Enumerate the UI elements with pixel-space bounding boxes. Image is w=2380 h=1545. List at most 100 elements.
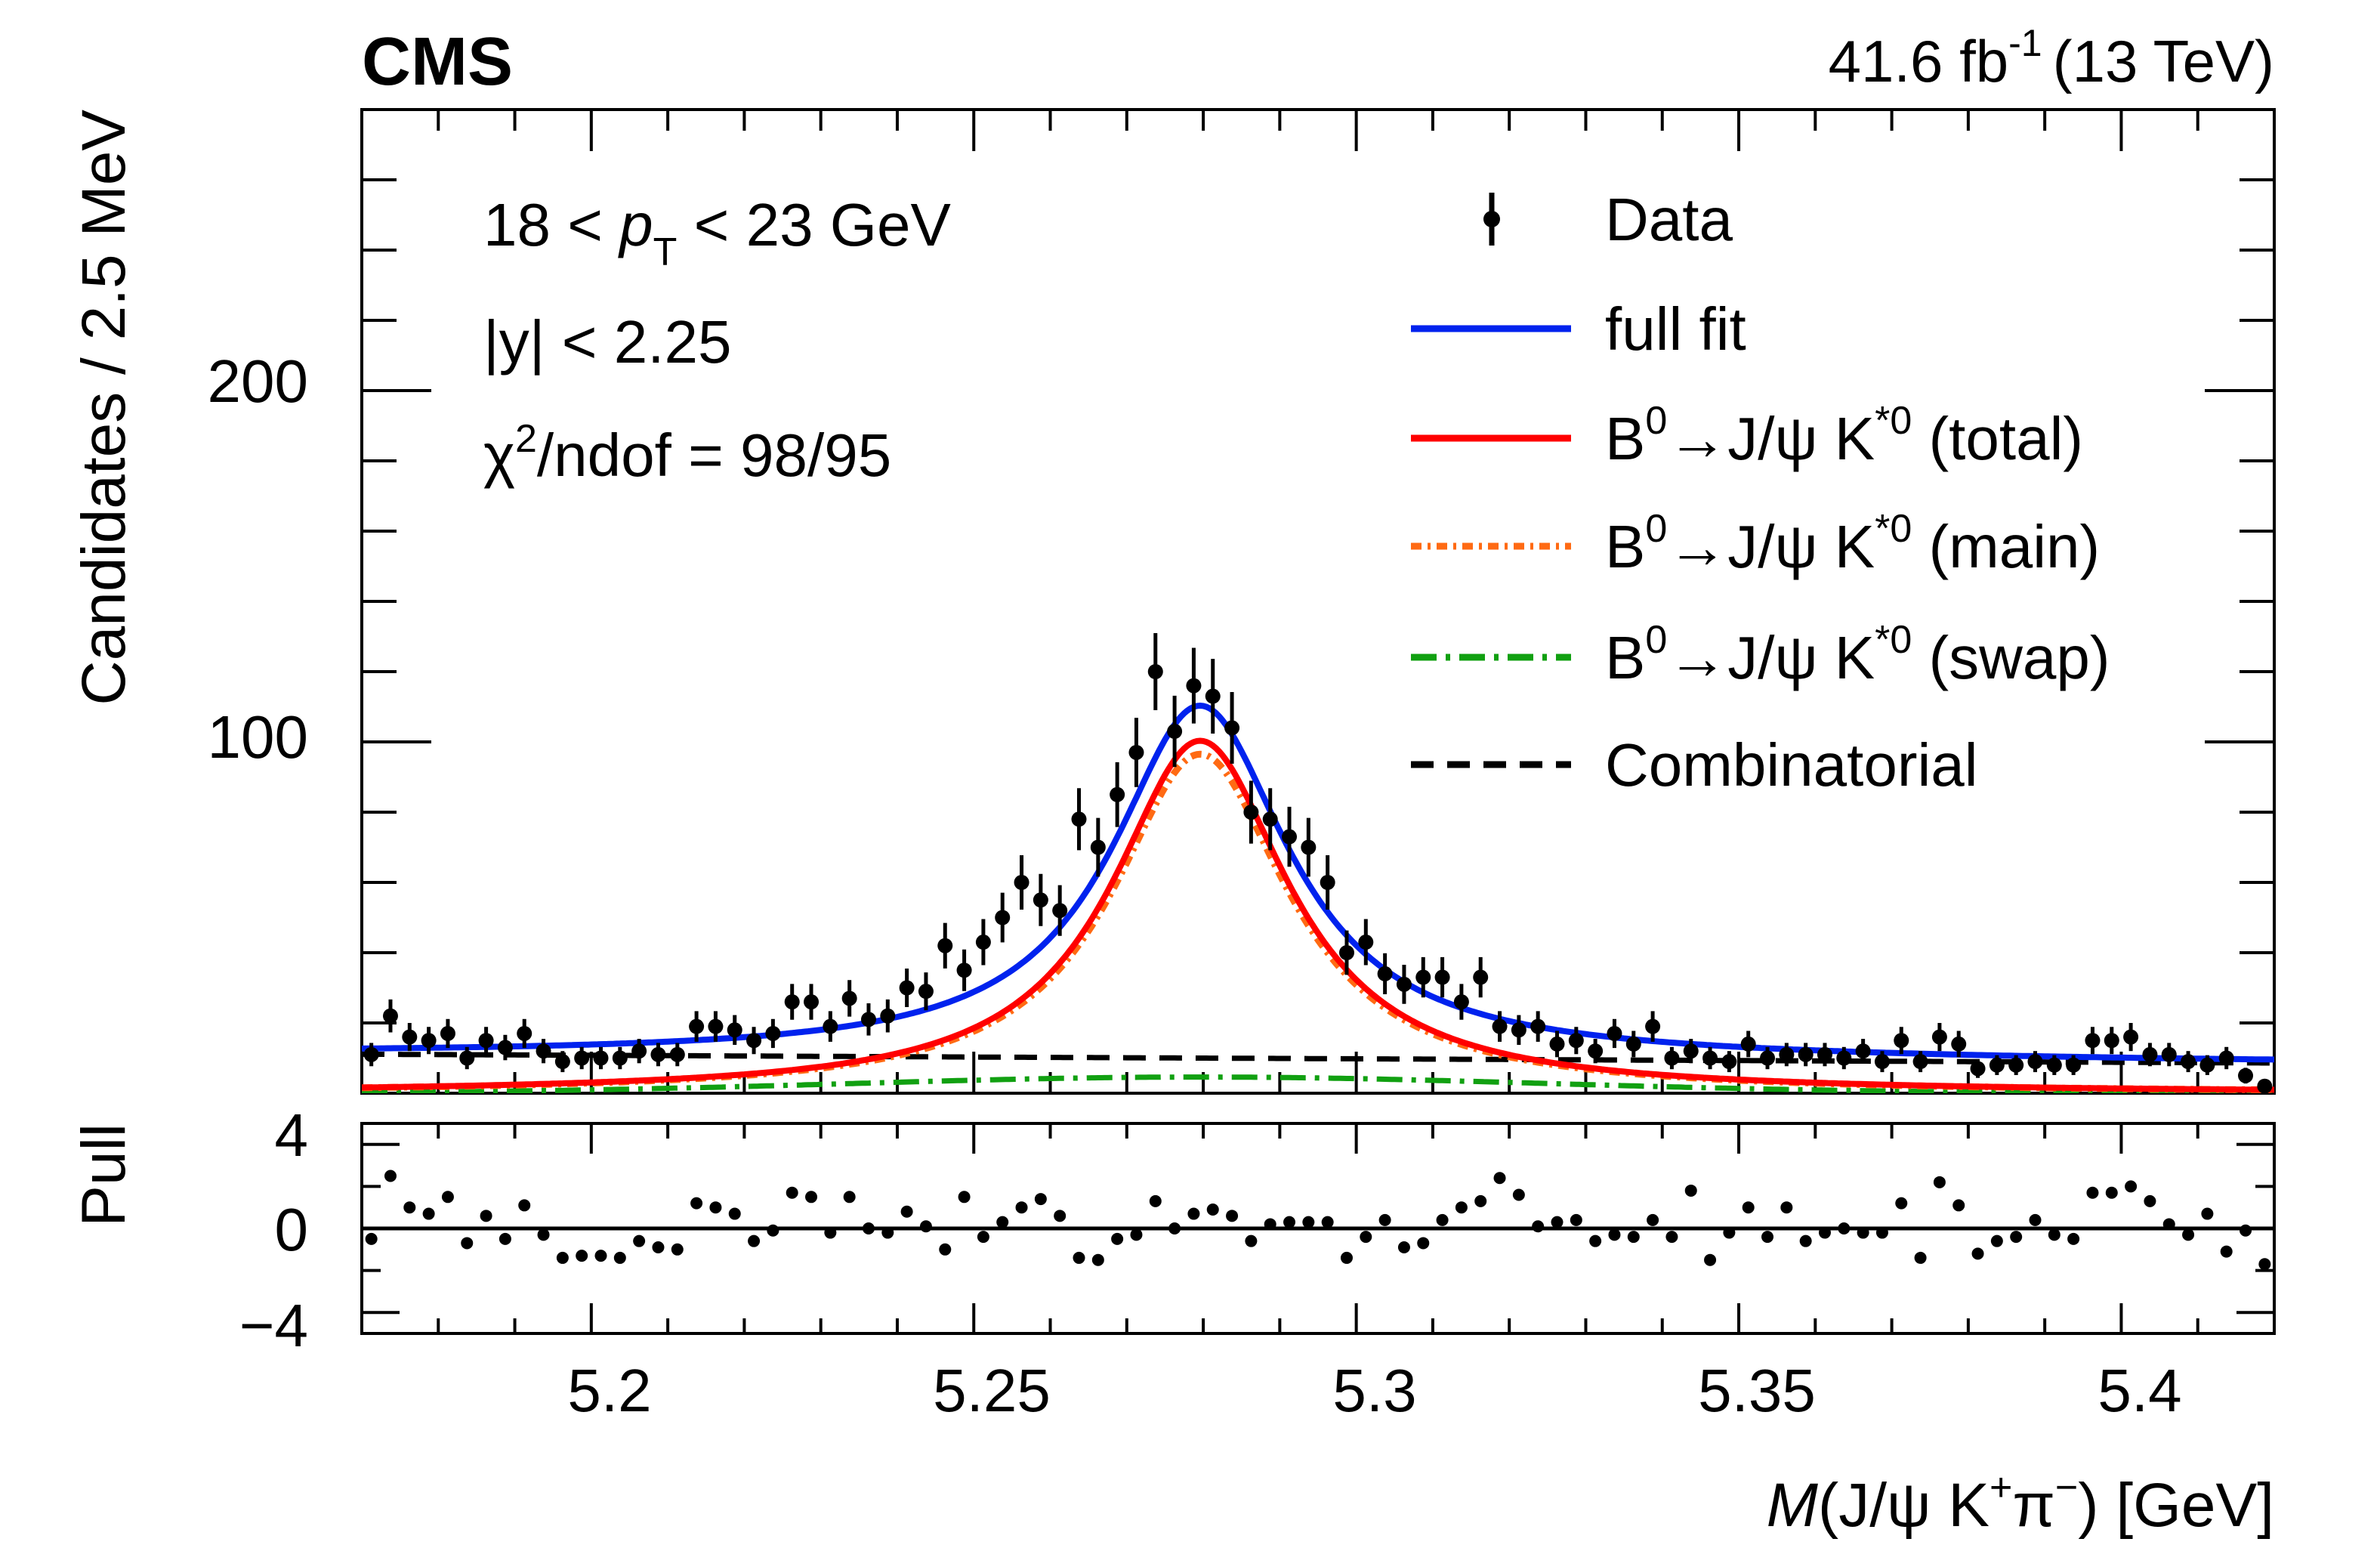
data-point [1473,969,1489,985]
pull-point [748,1234,761,1247]
pull-point [671,1243,684,1256]
data-point [1301,839,1317,855]
data-point [2008,1057,2024,1073]
pull-point [1436,1213,1449,1226]
y-axis-title: Candidates / 2.5 MeV [69,110,138,706]
data-point [689,1018,705,1034]
data-point [1110,786,1125,802]
data-point [1588,1043,1604,1059]
pull-point [652,1241,665,1254]
pull-point [1034,1193,1047,1206]
pull-point [2162,1218,2175,1231]
data-point [708,1018,724,1034]
data-point [2123,1029,2139,1045]
data-point [2161,1046,2177,1062]
data-point [1931,1029,1947,1045]
data-point [2181,1054,2196,1070]
data-point [1186,678,1202,694]
pull-point [2201,1207,2214,1220]
data-point [574,1050,590,1066]
pull-point [1226,1210,1239,1222]
data-point [1377,966,1393,981]
data-point [937,938,953,953]
pull-point [1245,1234,1258,1247]
x-tick-labels: 5.2 5.25 5.3 5.35 5.4 [567,1357,2181,1424]
pull-point [1340,1251,1353,1264]
lumi-label: 41.6 fb-1 (13 TeV) [1829,22,2274,94]
pull-point [1264,1218,1276,1231]
pull-point [1895,1197,1908,1210]
data-point [536,1043,551,1059]
chi2-label: χ2/ndof = 98/95 [483,417,891,489]
pull-point [1168,1222,1181,1234]
data-point [382,1008,398,1024]
pull-point [824,1226,837,1239]
data-point [995,910,1011,925]
pull-point [1455,1201,1468,1214]
data-point [497,1040,513,1055]
pull-point [1914,1251,1927,1264]
data-point [1320,875,1335,890]
pull-point [1952,1199,1965,1212]
data-point [841,990,857,1006]
pull-point [2010,1231,2023,1244]
pull-point [709,1201,722,1214]
data-point [1951,1036,1967,1052]
x-tick-label: 5.4 [2098,1357,2181,1424]
pull-point [1149,1194,1162,1207]
data-point [1014,875,1029,890]
experiment-label: CMS [362,24,513,100]
data-point [554,1054,570,1070]
pull-point [1684,1184,1697,1197]
legend-data-marker [1483,193,1500,246]
x-tick-label: 5.25 [933,1357,1051,1424]
data-point [1052,903,1068,919]
data-point [1625,1036,1641,1052]
data-point [975,935,991,950]
legend-label-combinatorial: Combinatorial [1605,731,1978,799]
pull-point [594,1250,607,1262]
data-point [1874,1054,1890,1070]
data-point [2085,1033,2101,1049]
legend-label-swap: B0→J/ψ K*0 (swap) [1605,618,2110,691]
pull-point [1378,1213,1391,1226]
pull-point [461,1237,474,1250]
pull-point [1474,1194,1487,1207]
pull-point [518,1199,531,1212]
data-point [1147,664,1163,679]
data-point [727,1022,742,1038]
pull-point [1512,1188,1525,1201]
pull-point [919,1220,932,1233]
data-point [1721,1054,1737,1070]
data-point [402,1029,418,1045]
pull-point [1321,1216,1334,1228]
pull-point [1761,1231,1774,1244]
data-point [2199,1057,2215,1073]
pull-point [881,1226,894,1239]
pull-point [1015,1201,1028,1214]
legend-label-total: B0→J/ψ K*0 (total) [1605,399,2083,472]
pull-point [2240,1224,2252,1237]
data-point [1779,1046,1795,1062]
legend-label-full-fit: full fit [1605,295,1746,363]
data-point [1530,1018,1546,1034]
pull-point [1589,1234,1602,1247]
pull-point [1302,1216,1315,1228]
data-point [1205,688,1221,704]
pull-point [1073,1251,1085,1264]
pull-point [1091,1253,1104,1266]
data-point [669,1046,685,1062]
pull-point [728,1207,741,1220]
pull-point [1608,1228,1621,1241]
data-point [823,1018,838,1034]
data-point [899,980,915,996]
data-point [1071,811,1087,827]
full-fit-curve [362,702,2274,1063]
data-point [784,994,800,1010]
pull-point [384,1170,397,1182]
pull-point [996,1216,1009,1228]
pull-point [1570,1213,1582,1226]
pull-point [1742,1201,1755,1214]
pull-point [1283,1216,1296,1228]
data-point [1511,1022,1526,1038]
